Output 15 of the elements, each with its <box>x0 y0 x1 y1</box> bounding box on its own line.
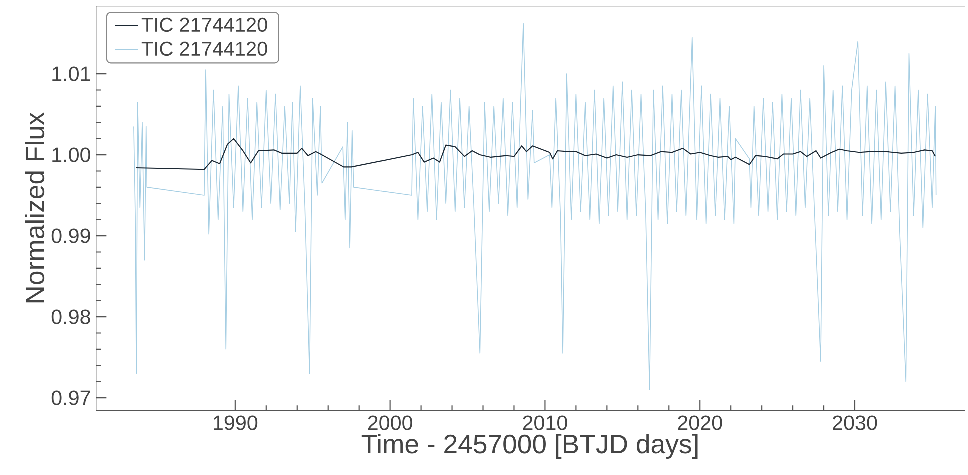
y-tick-label: 0.99 <box>52 228 90 244</box>
x-tick-label: 2020 <box>678 416 722 430</box>
y-axis-title: Normalized Flux <box>25 112 45 303</box>
y-tick-label: 1.00 <box>52 148 90 162</box>
x-tick-label: 2030 <box>833 416 878 430</box>
y-tick-label: 0.98 <box>52 310 90 324</box>
y-tick-label: 0.97 <box>52 390 90 406</box>
legend-label: TIC 21744120 <box>142 42 268 56</box>
legend-label: TIC 21744120 <box>142 18 268 32</box>
x-axis-title: Time - 2457000 [BTJD days] <box>362 434 698 460</box>
x-tick-label: 1990 <box>214 416 258 430</box>
line-series <box>136 138 936 170</box>
x-tick-label: 2000 <box>368 416 412 430</box>
y-tick-label: 1.01 <box>52 66 90 82</box>
x-tick-label: 2010 <box>523 416 568 430</box>
